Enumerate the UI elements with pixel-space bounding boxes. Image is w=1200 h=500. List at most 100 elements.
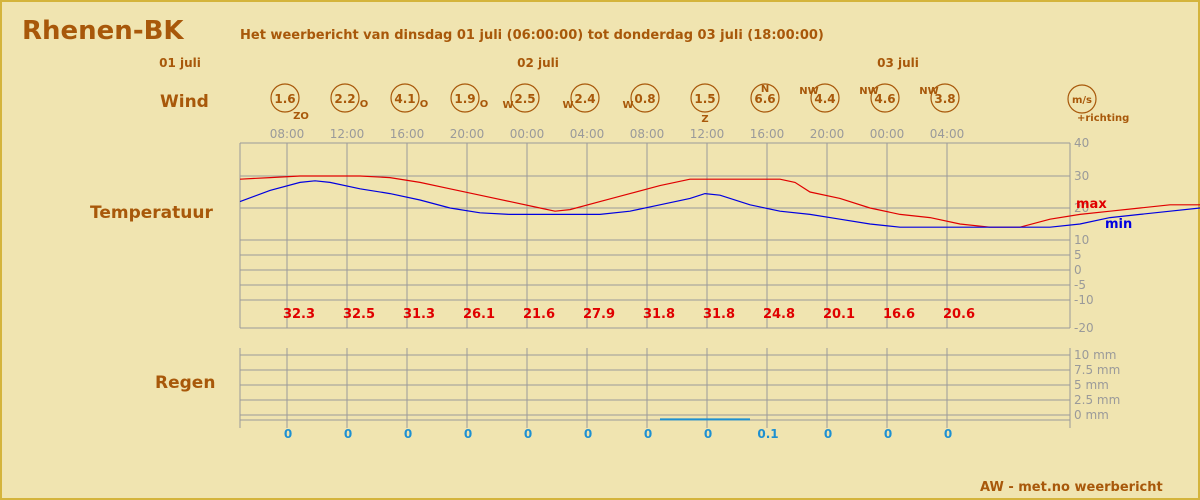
day-label: 03 juli — [877, 56, 919, 70]
rain-value: 0 — [704, 427, 712, 441]
wind-speed-circle — [570, 83, 600, 113]
wind-direction: ZO — [293, 111, 309, 122]
x-tick-label: 00:00 — [510, 127, 545, 141]
wind-direction: N — [761, 84, 769, 95]
rain-y-tick-label: 7.5 mm — [1074, 363, 1120, 377]
wind-speed-circle — [750, 83, 780, 113]
temp-y-tick-label: 30 — [1074, 169, 1089, 183]
temp-y-tick-label: 0 — [1074, 263, 1082, 277]
wind-speed-circle — [690, 83, 720, 113]
legend-max: max — [1076, 197, 1107, 212]
rain-value: 0 — [644, 427, 652, 441]
wind-speed-circle — [630, 83, 660, 113]
wind-speed: 6.6 — [754, 92, 775, 106]
temp-y-tick-label: -10 — [1074, 293, 1094, 307]
x-tick-label: 08:00 — [630, 127, 665, 141]
wind-direction: O — [420, 99, 429, 110]
temp-y-tick-label: 20 — [1074, 201, 1089, 215]
wind-speed: 1.6 — [274, 92, 295, 106]
max-temp-value: 26.1 — [463, 307, 495, 322]
rain-value: 0 — [584, 427, 592, 441]
temp-y-tick-label: 40 — [1074, 136, 1089, 150]
max-temp-value: 16.6 — [883, 307, 915, 322]
temp-series-max — [239, 175, 1200, 228]
row-label-rain: Regen — [155, 373, 215, 393]
rain-value: 0 — [524, 427, 532, 441]
rain-value: 0 — [344, 427, 352, 441]
wind-direction: Z — [701, 114, 708, 125]
wind-unit-circle — [1067, 84, 1097, 114]
wind-speed: 2.5 — [514, 92, 535, 106]
rain-value: 0 — [944, 427, 952, 441]
rain-y-tick-label: 5 mm — [1074, 378, 1109, 392]
x-tick-label: 08:00 — [270, 127, 305, 141]
rain-value: 0.1 — [757, 427, 778, 441]
wind-speed: 3.8 — [934, 92, 955, 106]
rain-value: 0 — [284, 427, 292, 441]
max-temp-value: 32.5 — [343, 307, 375, 322]
wind-speed: 0.8 — [634, 92, 655, 106]
x-tick-label: 00:00 — [870, 127, 905, 141]
temp-series-min — [239, 180, 1200, 228]
rain-value: 0 — [464, 427, 472, 441]
max-temp-value: 32.3 — [283, 307, 315, 322]
wind-speed-circle — [270, 83, 300, 113]
x-tick-label: 12:00 — [690, 127, 725, 141]
x-tick-label: 16:00 — [750, 127, 785, 141]
credit-footer: AW - met.no weerbericht — [980, 480, 1163, 495]
rain-value: 0 — [404, 427, 412, 441]
temp-y-tick-label: -20 — [1074, 321, 1094, 335]
rain-value: 0 — [824, 427, 832, 441]
max-temp-value: 31.8 — [643, 307, 675, 322]
rain-y-tick-label: 10 mm — [1074, 348, 1116, 362]
wind-speed: 2.4 — [574, 92, 595, 106]
wind-direction: O — [360, 99, 369, 110]
wind-direction: W — [502, 100, 513, 111]
x-tick-label: 20:00 — [810, 127, 845, 141]
max-temp-value: 20.6 — [943, 307, 975, 322]
max-temp-value: 31.3 — [403, 307, 435, 322]
wind-speed-circle — [510, 83, 540, 113]
wind-speed-circle — [870, 83, 900, 113]
wind-speed: 2.2 — [334, 92, 355, 106]
wind-speed-circle — [810, 83, 840, 113]
rain-value: 0 — [884, 427, 892, 441]
x-tick-label: 04:00 — [570, 127, 605, 141]
station-title: Rhenen-BK — [22, 16, 184, 46]
wind-speed-circle — [930, 83, 960, 113]
wind-speed: 1.9 — [454, 92, 475, 106]
x-tick-label: 20:00 — [450, 127, 485, 141]
legend-min: min — [1105, 217, 1132, 232]
wind-direction: W — [622, 100, 633, 111]
max-temp-value: 31.8 — [703, 307, 735, 322]
x-tick-label: 12:00 — [330, 127, 365, 141]
x-tick-label: 16:00 — [390, 127, 425, 141]
rain-y-tick-label: 2.5 mm — [1074, 393, 1120, 407]
wind-unit-label: m/s — [1072, 95, 1092, 106]
max-temp-value: 24.8 — [763, 307, 795, 322]
temp-y-tick-label: 10 — [1074, 233, 1089, 247]
wind-direction: W — [562, 100, 573, 111]
wind-speed: 1.5 — [694, 92, 715, 106]
temp-y-tick-label: -5 — [1074, 278, 1086, 292]
wind-speed: 4.6 — [874, 92, 895, 106]
wind-speed: 4.4 — [814, 92, 835, 106]
wind-direction: NW — [919, 86, 938, 97]
forecast-subtitle: Het weerbericht van dinsdag 01 juli (06:… — [240, 28, 824, 43]
max-temp-value: 21.6 — [523, 307, 555, 322]
wind-direction: O — [480, 99, 489, 110]
max-temp-value: 20.1 — [823, 307, 855, 322]
wind-direction: NW — [859, 86, 878, 97]
wind-speed-circle — [390, 83, 420, 113]
temp-y-tick-label: 5 — [1074, 248, 1082, 262]
day-label: 01 juli — [159, 56, 201, 70]
day-label: 02 juli — [517, 56, 559, 70]
wind-speed-circle — [330, 83, 360, 113]
x-tick-label: 04:00 — [930, 127, 965, 141]
row-label-temperature: Temperatuur — [90, 203, 213, 223]
wind-direction-note: +richting — [1077, 113, 1129, 124]
wind-speed: 4.1 — [394, 92, 415, 106]
wind-speed-circle — [450, 83, 480, 113]
